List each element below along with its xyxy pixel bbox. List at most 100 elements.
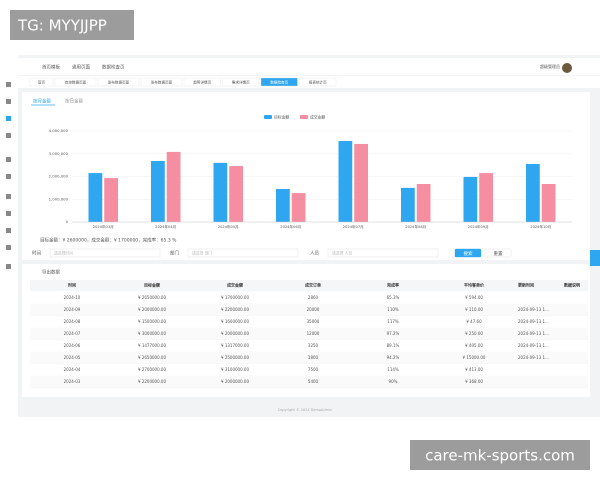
button-label[interactable]: 重置 [494, 250, 503, 257]
table-row[interactable] [30, 364, 588, 376]
table-cell: 2024-09-13 1... [518, 331, 549, 336]
table-cell: ¥ 2700000.00 [138, 367, 166, 372]
bar [526, 163, 540, 222]
table-cell: 2024-09 [64, 307, 81, 312]
table-row[interactable] [30, 376, 588, 388]
table-cell: ¥ 3100000.00 [221, 367, 249, 372]
column-header: 成交金额 [227, 282, 243, 288]
bar [541, 184, 556, 222]
bar [88, 173, 103, 222]
bar [151, 161, 165, 222]
bar [463, 176, 478, 222]
tab[interactable] [97, 77, 140, 87]
tab-label[interactable]: 首页 [38, 79, 46, 84]
table-cell: 2024-03 [64, 379, 81, 384]
x-tick-label: 2024年05月 [218, 224, 239, 229]
filter-input[interactable] [187, 248, 299, 258]
table-row[interactable] [30, 304, 588, 316]
tab[interactable] [299, 77, 337, 87]
table-cell: 1800 [308, 355, 319, 360]
filter-input[interactable] [327, 248, 439, 258]
sidebar [0, 55, 18, 417]
tab[interactable] [183, 77, 221, 87]
tab-label[interactable]: 发布数据页面 [151, 79, 173, 84]
tab-label[interactable]: 需求详情页 [232, 79, 250, 84]
tab[interactable] [140, 77, 183, 87]
button[interactable] [454, 248, 482, 258]
table-cell: 97.2% [387, 331, 400, 336]
table-cell: ¥ 2200000.00 [221, 307, 249, 312]
bar [276, 189, 290, 222]
filter-placeholder[interactable]: 请选择 部门 [192, 250, 212, 255]
table-cell: 3250 [308, 343, 319, 348]
table-cell: ¥ 110.00 [465, 307, 483, 312]
bar [213, 162, 228, 222]
icon[interactable] [6, 245, 11, 250]
avatar[interactable] [562, 63, 572, 73]
table-row[interactable] [30, 328, 588, 340]
legend-swatch [264, 115, 272, 119]
icon[interactable] [6, 211, 11, 216]
bar [229, 166, 243, 222]
breadcrumb[interactable]: 通用页面 [72, 64, 90, 71]
icon[interactable] [6, 133, 11, 138]
y-tick-label: 0 [66, 219, 69, 224]
icon[interactable] [6, 228, 11, 233]
icon[interactable] [6, 99, 11, 104]
table-cell: ¥ 47.60 [466, 319, 482, 324]
breadcrumb[interactable]: 首页模板 [42, 64, 60, 71]
table-cell: 2024-09-13 1... [518, 343, 549, 348]
x-tick-label: 2024年04月 [155, 224, 176, 229]
table-cell: 2024-09-13 1... [518, 355, 549, 360]
button[interactable] [484, 248, 512, 258]
subtab[interactable]: 按日金额 [65, 98, 83, 105]
table-cell: 110% [387, 307, 399, 312]
legend-swatch [300, 115, 308, 119]
filter-placeholder[interactable]: 请选择时间 [54, 250, 73, 255]
table-cell: ¥ 2000000.00 [221, 379, 249, 384]
table-row[interactable] [30, 340, 588, 352]
filter-input[interactable] [49, 248, 161, 258]
tab-label[interactable]: 发布数据页面 [108, 79, 130, 84]
tab-label[interactable]: 报表统计页 [309, 79, 327, 84]
icon[interactable] [6, 157, 11, 162]
x-tick-label: 2024年10月 [530, 224, 551, 229]
bar [401, 187, 415, 222]
column-header: 数据说明 [563, 282, 580, 288]
filter-placeholder[interactable]: 请选择 人员 [332, 250, 352, 255]
icon[interactable] [6, 174, 11, 179]
legend-label: 成交金额 [310, 114, 325, 119]
tab[interactable] [54, 77, 97, 87]
breadcrumb[interactable]: 数据检查页 [102, 64, 125, 71]
table-row[interactable] [30, 352, 588, 364]
tab[interactable] [222, 77, 260, 87]
tab[interactable] [260, 77, 298, 87]
table-cell: 7500 [308, 367, 319, 372]
table-cell: ¥ 2200000.00 [138, 379, 166, 384]
icon[interactable] [6, 264, 11, 269]
table-header [30, 280, 588, 291]
chart-card [22, 92, 590, 260]
bar [338, 141, 353, 222]
subtab[interactable]: 按月金额 [33, 98, 51, 105]
tab[interactable] [29, 77, 54, 87]
tab-label[interactable]: 趋势详情页 [193, 79, 211, 84]
icon[interactable] [6, 116, 11, 121]
table-cell: 94.2% [387, 355, 400, 360]
icon[interactable] [6, 82, 11, 87]
table-cell: 114% [387, 367, 399, 372]
tab-label[interactable]: 数据检查页 [270, 79, 288, 84]
x-tick-label: 2024年09月 [468, 224, 489, 229]
icon[interactable] [6, 194, 11, 199]
table-cell: ¥ 1500000.00 [138, 319, 166, 324]
side-button[interactable] [590, 250, 600, 266]
button-label[interactable]: 搜索 [464, 250, 473, 257]
table-row[interactable] [30, 292, 588, 304]
export-button[interactable]: 导出数据 [42, 269, 60, 276]
table-cell: ¥ 3000000.00 [138, 331, 166, 336]
table-row[interactable] [30, 316, 588, 328]
filter-label: 时间 [32, 250, 41, 257]
tab-label[interactable]: 查询数据页面 [65, 79, 87, 84]
